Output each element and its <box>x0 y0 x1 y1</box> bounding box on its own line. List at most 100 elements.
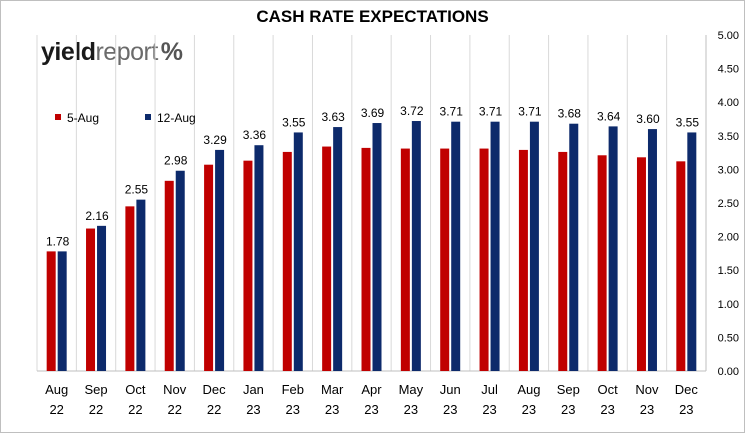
x-tick-label-year: 23 <box>404 402 418 417</box>
data-label: 3.64 <box>597 109 621 123</box>
x-tick-label-month: Nov <box>163 382 187 397</box>
x-tick-label-year: 22 <box>49 402 63 417</box>
yieldreport-logo: yieldreport% <box>41 37 183 67</box>
bar-5-aug <box>479 148 489 371</box>
y-tick-label: 5.00 <box>718 30 739 42</box>
bar-12-aug <box>451 121 461 371</box>
y-tick-label: 3.50 <box>718 131 739 143</box>
x-tick-label-month: Aug <box>517 382 540 397</box>
x-tick-label-year: 23 <box>286 402 300 417</box>
x-tick-label-month: Oct <box>125 382 146 397</box>
x-tick-label-month: Apr <box>361 382 382 397</box>
bar-5-aug <box>204 164 214 371</box>
logo-text-report: report <box>95 38 158 66</box>
data-label: 3.71 <box>518 105 542 119</box>
x-tick-label-year: 22 <box>168 402 182 417</box>
bar-5-aug <box>558 151 568 371</box>
x-tick-label-month: Dec <box>675 382 699 397</box>
legend-label-12-aug: 12-Aug <box>157 111 196 125</box>
bar-12-aug <box>372 123 382 371</box>
data-label: 3.60 <box>636 112 660 126</box>
x-tick-label-month: Mar <box>321 382 344 397</box>
data-label: 2.16 <box>85 209 109 223</box>
x-tick-label-month: Jun <box>440 382 461 397</box>
x-tick-label-month: Sep <box>557 382 580 397</box>
legend-marker-12-aug <box>145 114 151 120</box>
bar-12-aug <box>57 251 67 371</box>
data-label: 3.69 <box>361 106 385 120</box>
bar-5-aug <box>597 155 607 371</box>
bar-5-aug <box>518 149 528 371</box>
x-tick-label-year: 23 <box>640 402 654 417</box>
bar-12-aug <box>175 170 185 371</box>
x-tick-label-month: Jan <box>243 382 264 397</box>
data-label: 3.55 <box>676 115 700 129</box>
y-tick-label: 4.00 <box>718 97 739 109</box>
x-tick-label-year: 23 <box>561 402 575 417</box>
bar-12-aug <box>333 127 343 372</box>
y-tick-label: 2.50 <box>718 198 739 210</box>
bar-12-aug <box>529 121 539 371</box>
legend-label-5-aug: 5-Aug <box>67 111 99 125</box>
x-tick-label-year: 23 <box>246 402 260 417</box>
x-tick-label-year: 23 <box>364 402 378 417</box>
bar-5-aug <box>125 206 135 371</box>
bar-12-aug <box>254 145 264 371</box>
x-tick-label-month: May <box>399 382 424 397</box>
x-tick-label-year: 23 <box>325 402 339 417</box>
bar-12-aug <box>97 225 107 371</box>
bar-5-aug <box>322 146 332 371</box>
x-tick-label-month: Dec <box>203 382 227 397</box>
bar-5-aug <box>46 251 56 371</box>
bar-12-aug <box>490 121 500 371</box>
x-tick-label-year: 23 <box>679 402 693 417</box>
bar-5-aug <box>636 157 646 371</box>
data-label: 3.29 <box>203 133 227 147</box>
y-tick-label: 1.00 <box>718 299 739 311</box>
x-tick-label-month: Nov <box>635 382 659 397</box>
y-tick-label: 0.50 <box>718 332 739 344</box>
y-tick-label: 3.00 <box>718 164 739 176</box>
y-tick-label: 0.00 <box>718 366 739 378</box>
x-tick-label-year: 23 <box>443 402 457 417</box>
logo-text-yield: yield <box>41 38 96 66</box>
y-tick-label: 1.50 <box>718 265 739 277</box>
chart-title: CASH RATE EXPECTATIONS <box>256 7 489 26</box>
data-label: 3.63 <box>321 110 345 124</box>
bar-5-aug <box>282 151 292 371</box>
x-tick-label-year: 22 <box>128 402 142 417</box>
x-tick-label-year: 23 <box>600 402 614 417</box>
bar-5-aug <box>164 180 174 371</box>
x-tick-label-year: 23 <box>482 402 496 417</box>
data-label: 3.55 <box>282 115 306 129</box>
bar-5-aug <box>361 147 371 371</box>
data-label: 3.68 <box>558 107 582 121</box>
bar-12-aug <box>687 132 697 371</box>
x-tick-label-year: 22 <box>207 402 221 417</box>
bar-5-aug <box>86 228 96 371</box>
data-label: 2.55 <box>125 183 149 197</box>
bar-5-aug <box>676 161 686 371</box>
logo-percent-icon: % <box>160 38 183 66</box>
y-tick-label: 4.50 <box>718 64 739 76</box>
bar-12-aug <box>647 129 657 371</box>
bar-5-aug <box>400 148 410 371</box>
data-label: 2.98 <box>164 154 188 168</box>
bar-5-aug <box>243 160 253 371</box>
bar-12-aug <box>569 123 579 371</box>
bar-5-aug <box>440 148 450 371</box>
bar-12-aug <box>215 149 225 371</box>
x-tick-label-month: Sep <box>84 382 107 397</box>
bar-12-aug <box>136 199 146 371</box>
data-label: 3.71 <box>440 105 464 119</box>
x-tick-label-year: 22 <box>89 402 103 417</box>
y-tick-label: 2.00 <box>718 232 739 244</box>
x-tick-label-month: Feb <box>282 382 304 397</box>
x-tick-label-month: Aug <box>45 382 68 397</box>
legend-marker-5-aug <box>55 114 61 120</box>
data-label: 3.72 <box>400 104 424 118</box>
data-label: 1.78 <box>46 234 70 248</box>
bar-12-aug <box>608 126 618 371</box>
